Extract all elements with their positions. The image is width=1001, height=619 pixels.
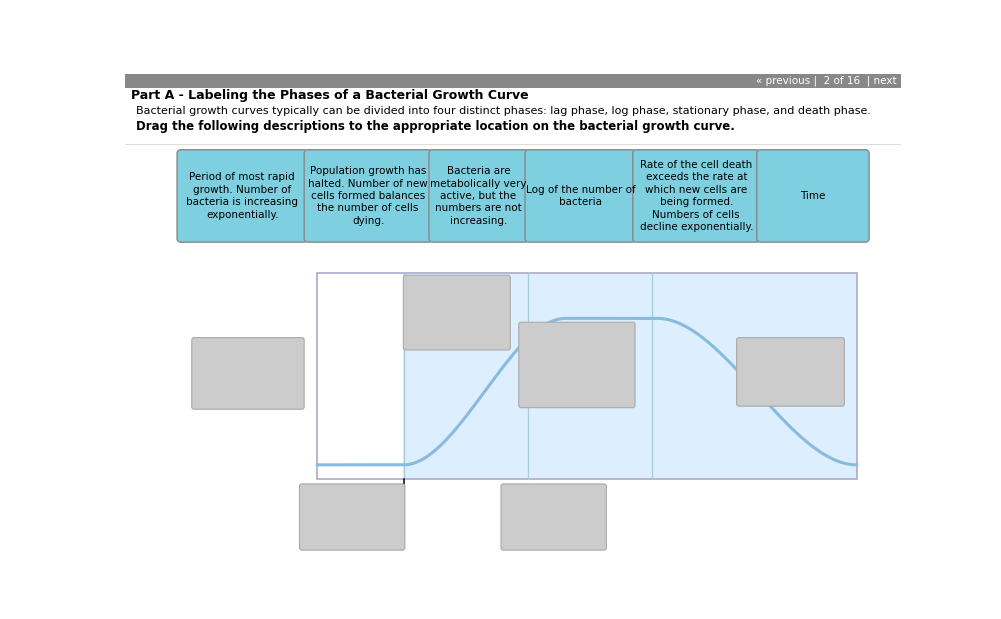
FancyBboxPatch shape (737, 337, 844, 406)
FancyBboxPatch shape (192, 337, 304, 409)
FancyBboxPatch shape (757, 150, 869, 242)
Text: « previous |  2 of 16  | next: « previous | 2 of 16 | next (756, 76, 896, 87)
FancyBboxPatch shape (403, 273, 857, 479)
FancyBboxPatch shape (403, 275, 511, 350)
FancyBboxPatch shape (519, 322, 635, 408)
FancyBboxPatch shape (299, 484, 404, 550)
Text: Bacterial growth curves typically can be divided into four distinct phases: lag : Bacterial growth curves typically can be… (136, 106, 871, 116)
FancyBboxPatch shape (633, 150, 760, 242)
Text: Log of the number of
bacteria: Log of the number of bacteria (526, 184, 636, 207)
Text: Period of most rapid
growth. Number of
bacteria is increasing
exponentially.: Period of most rapid growth. Number of b… (186, 172, 298, 220)
Text: Bacteria are
metabolically very
active, but the
numbers are not
increasing.: Bacteria are metabolically very active, … (430, 166, 527, 226)
Text: Rate of the cell death
exceeds the rate at
which new cells are
being formed.
Num: Rate of the cell death exceeds the rate … (640, 160, 753, 232)
FancyBboxPatch shape (526, 150, 636, 242)
Text: Drag the following descriptions to the appropriate location on the bacterial gro: Drag the following descriptions to the a… (136, 120, 735, 133)
FancyBboxPatch shape (428, 150, 529, 242)
Text: Population growth has
halted. Number of new
cells formed balances
the number of : Population growth has halted. Number of … (308, 166, 428, 226)
Text: Time: Time (800, 191, 826, 201)
Text: Part A - Labeling the Phases of a Bacterial Growth Curve: Part A - Labeling the Phases of a Bacter… (130, 89, 529, 102)
FancyBboxPatch shape (500, 484, 607, 550)
FancyBboxPatch shape (304, 150, 432, 242)
FancyBboxPatch shape (177, 150, 307, 242)
FancyBboxPatch shape (125, 74, 901, 88)
FancyBboxPatch shape (317, 273, 403, 479)
